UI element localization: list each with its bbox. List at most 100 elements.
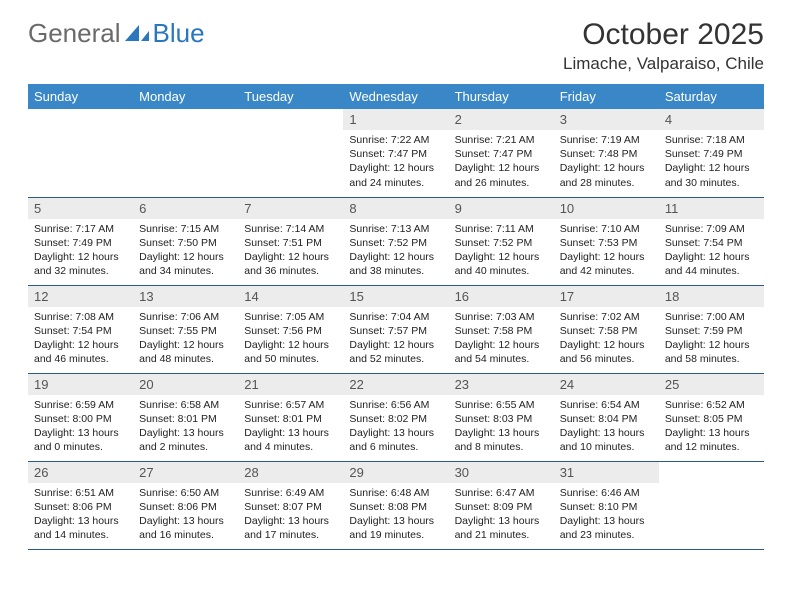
calendar-table: Sunday Monday Tuesday Wednesday Thursday… xyxy=(28,84,764,550)
day-detail-line: Sunrise: 7:02 AM xyxy=(560,310,653,324)
day-details: Sunrise: 7:17 AMSunset: 7:49 PMDaylight:… xyxy=(28,219,133,282)
day-number: 27 xyxy=(133,462,238,483)
day-number: 23 xyxy=(449,374,554,395)
day-detail-line: Sunrise: 6:56 AM xyxy=(349,398,442,412)
day-number: 21 xyxy=(238,374,343,395)
day-number: 6 xyxy=(133,198,238,219)
day-detail-line: Sunrise: 6:52 AM xyxy=(665,398,758,412)
day-number: 24 xyxy=(554,374,659,395)
day-details: Sunrise: 7:09 AMSunset: 7:54 PMDaylight:… xyxy=(659,219,764,282)
day-details: Sunrise: 7:06 AMSunset: 7:55 PMDaylight:… xyxy=(133,307,238,370)
day-details: Sunrise: 7:19 AMSunset: 7:48 PMDaylight:… xyxy=(554,130,659,193)
day-details: Sunrise: 7:02 AMSunset: 7:58 PMDaylight:… xyxy=(554,307,659,370)
logo-text-general: General xyxy=(28,18,121,49)
day-detail-line: Daylight: 12 hours and 42 minutes. xyxy=(560,250,653,278)
day-number: 1 xyxy=(343,109,448,130)
day-detail-line: Sunset: 7:47 PM xyxy=(455,147,548,161)
day-detail-line: Sunrise: 7:14 AM xyxy=(244,222,337,236)
day-detail-line: Sunset: 8:05 PM xyxy=(665,412,758,426)
day-number: 8 xyxy=(343,198,448,219)
day-detail-line: Sunrise: 6:50 AM xyxy=(139,486,232,500)
day-detail-line: Sunrise: 6:58 AM xyxy=(139,398,232,412)
day-details: Sunrise: 6:55 AMSunset: 8:03 PMDaylight:… xyxy=(449,395,554,458)
day-detail-line: Sunset: 7:54 PM xyxy=(34,324,127,338)
header: General Blue October 2025 Limache, Valpa… xyxy=(28,18,764,74)
calendar-cell: 4Sunrise: 7:18 AMSunset: 7:49 PMDaylight… xyxy=(659,109,764,197)
day-detail-line: Sunrise: 7:10 AM xyxy=(560,222,653,236)
day-details: Sunrise: 6:54 AMSunset: 8:04 PMDaylight:… xyxy=(554,395,659,458)
calendar-cell: 5Sunrise: 7:17 AMSunset: 7:49 PMDaylight… xyxy=(28,197,133,285)
calendar-cell: 6Sunrise: 7:15 AMSunset: 7:50 PMDaylight… xyxy=(133,197,238,285)
day-details: Sunrise: 7:22 AMSunset: 7:47 PMDaylight:… xyxy=(343,130,448,193)
day-detail-line: Sunset: 7:53 PM xyxy=(560,236,653,250)
calendar-cell: 31Sunrise: 6:46 AMSunset: 8:10 PMDayligh… xyxy=(554,461,659,549)
day-detail-line: Sunset: 8:02 PM xyxy=(349,412,442,426)
title-block: October 2025 Limache, Valparaiso, Chile xyxy=(563,18,764,74)
calendar-cell: 27Sunrise: 6:50 AMSunset: 8:06 PMDayligh… xyxy=(133,461,238,549)
day-detail-line: Sunset: 7:57 PM xyxy=(349,324,442,338)
day-detail-line: Daylight: 12 hours and 38 minutes. xyxy=(349,250,442,278)
weekday-header: Saturday xyxy=(659,84,764,109)
calendar-cell: 7Sunrise: 7:14 AMSunset: 7:51 PMDaylight… xyxy=(238,197,343,285)
day-detail-line: Sunset: 8:06 PM xyxy=(34,500,127,514)
weekday-header: Thursday xyxy=(449,84,554,109)
day-detail-line: Sunrise: 6:49 AM xyxy=(244,486,337,500)
day-number: 19 xyxy=(28,374,133,395)
day-details: Sunrise: 6:57 AMSunset: 8:01 PMDaylight:… xyxy=(238,395,343,458)
calendar-cell: 29Sunrise: 6:48 AMSunset: 8:08 PMDayligh… xyxy=(343,461,448,549)
day-detail-line: Sunrise: 7:09 AM xyxy=(665,222,758,236)
calendar-cell: 23Sunrise: 6:55 AMSunset: 8:03 PMDayligh… xyxy=(449,373,554,461)
day-detail-line: Sunset: 8:01 PM xyxy=(244,412,337,426)
day-detail-line: Sunset: 7:54 PM xyxy=(665,236,758,250)
calendar-cell: 10Sunrise: 7:10 AMSunset: 7:53 PMDayligh… xyxy=(554,197,659,285)
day-detail-line: Daylight: 12 hours and 54 minutes. xyxy=(455,338,548,366)
day-detail-line: Daylight: 12 hours and 40 minutes. xyxy=(455,250,548,278)
day-detail-line: Daylight: 12 hours and 24 minutes. xyxy=(349,161,442,189)
day-detail-line: Sunrise: 7:17 AM xyxy=(34,222,127,236)
day-detail-line: Sunset: 8:01 PM xyxy=(139,412,232,426)
day-number: 28 xyxy=(238,462,343,483)
day-detail-line: Sunrise: 7:06 AM xyxy=(139,310,232,324)
day-detail-line: Daylight: 12 hours and 56 minutes. xyxy=(560,338,653,366)
day-number: 30 xyxy=(449,462,554,483)
day-details: Sunrise: 6:52 AMSunset: 8:05 PMDaylight:… xyxy=(659,395,764,458)
day-detail-line: Sunset: 8:10 PM xyxy=(560,500,653,514)
day-detail-line: Sunset: 7:52 PM xyxy=(455,236,548,250)
day-details: Sunrise: 7:03 AMSunset: 7:58 PMDaylight:… xyxy=(449,307,554,370)
day-detail-line: Sunrise: 7:03 AM xyxy=(455,310,548,324)
weekday-header: Sunday xyxy=(28,84,133,109)
day-details: Sunrise: 7:10 AMSunset: 7:53 PMDaylight:… xyxy=(554,219,659,282)
day-detail-line: Sunrise: 6:48 AM xyxy=(349,486,442,500)
day-detail-line: Sunset: 7:52 PM xyxy=(349,236,442,250)
day-number: 3 xyxy=(554,109,659,130)
day-detail-line: Sunrise: 6:46 AM xyxy=(560,486,653,500)
day-detail-line: Daylight: 12 hours and 34 minutes. xyxy=(139,250,232,278)
weekday-header: Monday xyxy=(133,84,238,109)
day-detail-line: Sunset: 8:09 PM xyxy=(455,500,548,514)
day-detail-line: Daylight: 13 hours and 17 minutes. xyxy=(244,514,337,542)
day-detail-line: Sunrise: 6:51 AM xyxy=(34,486,127,500)
day-detail-line: Daylight: 12 hours and 52 minutes. xyxy=(349,338,442,366)
day-details: Sunrise: 6:58 AMSunset: 8:01 PMDaylight:… xyxy=(133,395,238,458)
day-detail-line: Daylight: 12 hours and 48 minutes. xyxy=(139,338,232,366)
day-detail-line: Sunrise: 7:18 AM xyxy=(665,133,758,147)
day-number: 17 xyxy=(554,286,659,307)
day-detail-line: Sunset: 8:03 PM xyxy=(455,412,548,426)
day-number: 20 xyxy=(133,374,238,395)
day-detail-line: Daylight: 13 hours and 14 minutes. xyxy=(34,514,127,542)
day-number: 12 xyxy=(28,286,133,307)
day-number: 15 xyxy=(343,286,448,307)
calendar-cell: 12Sunrise: 7:08 AMSunset: 7:54 PMDayligh… xyxy=(28,285,133,373)
day-detail-line: Sunset: 7:47 PM xyxy=(349,147,442,161)
day-detail-line: Daylight: 12 hours and 36 minutes. xyxy=(244,250,337,278)
day-detail-line: Sunrise: 7:19 AM xyxy=(560,133,653,147)
day-detail-line: Sunset: 7:51 PM xyxy=(244,236,337,250)
day-details: Sunrise: 7:14 AMSunset: 7:51 PMDaylight:… xyxy=(238,219,343,282)
calendar-cell xyxy=(238,109,343,197)
day-detail-line: Sunset: 8:07 PM xyxy=(244,500,337,514)
day-detail-line: Daylight: 13 hours and 16 minutes. xyxy=(139,514,232,542)
day-detail-line: Daylight: 12 hours and 30 minutes. xyxy=(665,161,758,189)
day-details: Sunrise: 7:08 AMSunset: 7:54 PMDaylight:… xyxy=(28,307,133,370)
day-detail-line: Sunrise: 7:05 AM xyxy=(244,310,337,324)
day-detail-line: Sunrise: 7:22 AM xyxy=(349,133,442,147)
